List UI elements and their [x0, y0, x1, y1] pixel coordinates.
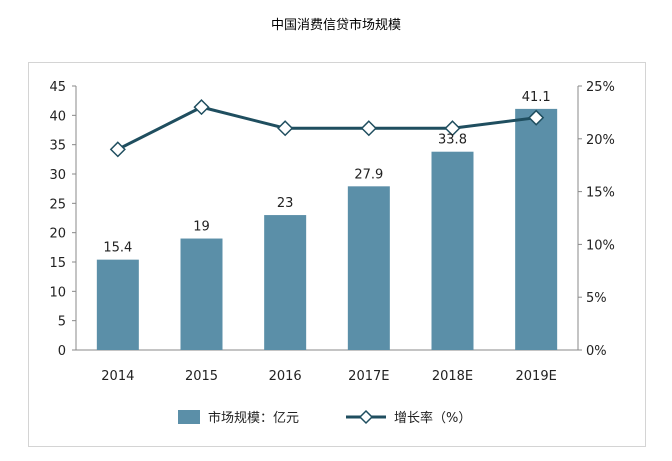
y-right-tick-label: 15% [586, 186, 615, 201]
line-point [277, 120, 294, 137]
legend-line-marker [358, 409, 374, 425]
x-tick-label: 2018E [432, 369, 473, 384]
y-left-tick-label: 5 [58, 315, 66, 330]
line-series [109, 99, 545, 158]
line-point [444, 120, 461, 137]
chart-title: 中国消费信贷市场规模 [270, 18, 401, 33]
y-right-tick-label: 25% [586, 80, 615, 95]
bar [515, 108, 558, 350]
y-left-tick-label: 30 [49, 168, 66, 183]
legend-bar-label: 市场规模：亿元 [208, 410, 299, 426]
bar [264, 215, 307, 350]
line-point [528, 109, 545, 126]
bar-data-label: 19 [193, 220, 210, 235]
bar [431, 151, 474, 350]
y-left-tick-label: 0 [58, 344, 66, 359]
bar [96, 259, 139, 350]
y-left-tick-label: 35 [49, 139, 66, 154]
data-labels: 15.4 19 23 27.9 33.8 41.1 [103, 90, 550, 256]
bar-data-label: 15.4 [103, 241, 132, 256]
line-point [360, 120, 377, 137]
axes: 0 5 10 15 20 25 30 35 40 45 0% 5% 10% 15% 20% 25% 2014 20… [49, 80, 614, 384]
bar [347, 186, 390, 350]
bar-data-label: 27.9 [354, 167, 383, 182]
y-left-tick-label: 45 [49, 80, 66, 95]
y-right-tick-label: 20% [586, 133, 615, 148]
legend-line-label: 增长率（%） [394, 410, 471, 426]
line-point [193, 99, 210, 116]
line-point [109, 141, 126, 158]
y-right-tick-label: 10% [586, 238, 615, 253]
y-left-tick-label: 40 [49, 109, 66, 124]
y-left-tick-label: 20 [49, 227, 66, 242]
y-left-tick-label: 25 [49, 197, 66, 212]
bar-series [96, 108, 558, 350]
bar-data-label: 23 [277, 196, 294, 211]
legend-bar-swatch [178, 410, 200, 424]
x-tick-label: 2016 [269, 369, 302, 384]
legend: 市场规模：亿元 增长率（%） [178, 409, 471, 426]
x-tick-label: 2015 [185, 369, 218, 384]
bar-data-label: 33.8 [438, 133, 467, 148]
y-right-tick-label: 5% [586, 291, 607, 306]
bar-data-label: 41.1 [522, 90, 551, 105]
x-tick-label: 2019E [516, 369, 557, 384]
y-left-tick-label: 10 [49, 285, 66, 300]
x-tick-label: 2017E [348, 369, 389, 384]
bar [180, 238, 223, 350]
chart-frame [28, 62, 646, 447]
y-right-tick-label: 0% [586, 344, 607, 359]
growth-line [117, 105, 537, 151]
x-tick-label: 2014 [101, 369, 134, 384]
y-left-tick-label: 15 [49, 256, 66, 271]
